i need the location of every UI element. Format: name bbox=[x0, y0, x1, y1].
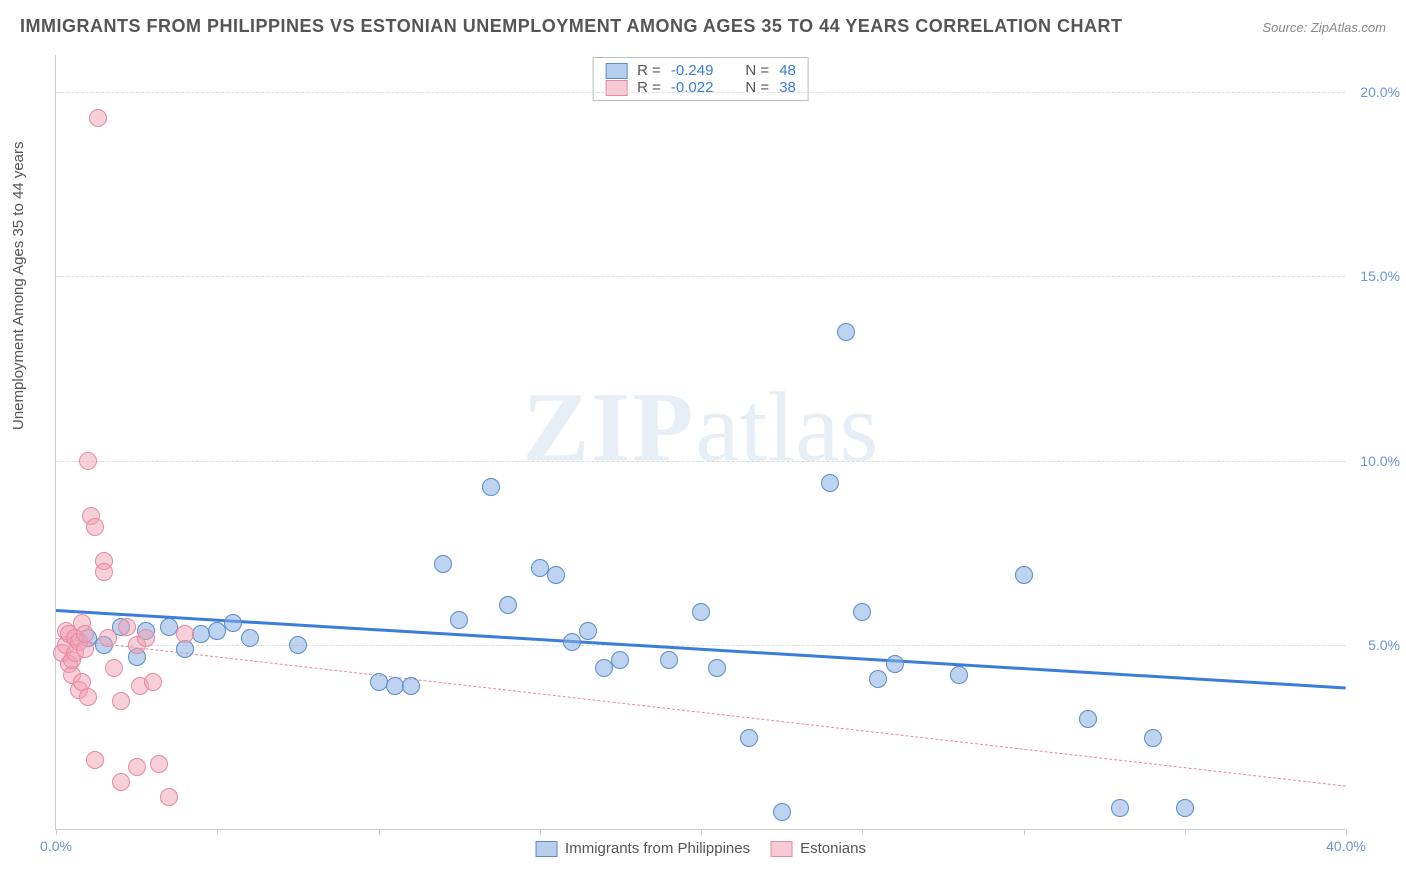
n-value: 48 bbox=[779, 62, 796, 79]
legend-label: Immigrants from Philippines bbox=[565, 840, 750, 857]
data-point bbox=[176, 625, 194, 643]
data-point bbox=[837, 323, 855, 341]
y-tick-label: 5.0% bbox=[1350, 637, 1400, 653]
gridline bbox=[56, 92, 1345, 93]
source-name: ZipAtlas.com bbox=[1311, 20, 1386, 35]
r-value: -0.249 bbox=[671, 62, 714, 79]
stats-legend: R = -0.249 N = 48 R = -0.022 N = 38 bbox=[592, 57, 809, 101]
data-point bbox=[740, 729, 758, 747]
data-point bbox=[137, 629, 155, 647]
r-value: -0.022 bbox=[671, 79, 714, 96]
data-point bbox=[150, 755, 168, 773]
data-point bbox=[434, 555, 452, 573]
chart-title: IMMIGRANTS FROM PHILIPPINES VS ESTONIAN … bbox=[20, 16, 1122, 37]
plot-area: ZIPatlas R = -0.249 N = 48 R = -0.022 N = 3… bbox=[55, 55, 1345, 830]
x-tick bbox=[379, 829, 380, 835]
legend-item: Estonians bbox=[770, 840, 866, 857]
x-tick bbox=[56, 829, 57, 835]
data-point bbox=[547, 566, 565, 584]
data-point bbox=[1111, 799, 1129, 817]
chart-container: IMMIGRANTS FROM PHILIPPINES VS ESTONIAN … bbox=[0, 0, 1406, 892]
x-tick bbox=[701, 829, 702, 835]
data-point bbox=[563, 633, 581, 651]
r-label: R = bbox=[637, 62, 661, 79]
legend-swatch bbox=[770, 841, 792, 857]
source-label: Source: bbox=[1262, 20, 1310, 35]
data-point bbox=[1176, 799, 1194, 817]
stats-row: R = -0.249 N = 48 bbox=[605, 62, 796, 79]
x-tick-label: 0.0% bbox=[40, 838, 72, 854]
data-point bbox=[160, 788, 178, 806]
data-point bbox=[611, 651, 629, 669]
data-point bbox=[224, 614, 242, 632]
data-point bbox=[112, 773, 130, 791]
data-point bbox=[821, 474, 839, 492]
data-point bbox=[105, 659, 123, 677]
y-tick-label: 15.0% bbox=[1350, 268, 1400, 284]
data-point bbox=[499, 596, 517, 614]
data-point bbox=[1079, 710, 1097, 728]
y-axis-title: Unemployment Among Ages 35 to 44 years bbox=[10, 141, 27, 430]
data-point bbox=[86, 751, 104, 769]
data-point bbox=[1144, 729, 1162, 747]
data-point bbox=[773, 803, 791, 821]
gridline bbox=[56, 276, 1345, 277]
data-point bbox=[708, 659, 726, 677]
x-tick bbox=[1024, 829, 1025, 835]
y-tick-label: 10.0% bbox=[1350, 453, 1400, 469]
watermark-bold: ZIP bbox=[523, 371, 696, 482]
data-point bbox=[95, 563, 113, 581]
data-point bbox=[76, 625, 94, 643]
data-point bbox=[660, 651, 678, 669]
legend-swatch bbox=[605, 80, 627, 96]
watermark: ZIPatlas bbox=[523, 369, 879, 484]
data-point bbox=[241, 629, 259, 647]
legend-swatch bbox=[535, 841, 557, 857]
data-point bbox=[886, 655, 904, 673]
x-tick bbox=[217, 829, 218, 835]
data-point bbox=[89, 109, 107, 127]
data-point bbox=[482, 478, 500, 496]
y-tick-label: 20.0% bbox=[1350, 84, 1400, 100]
data-point bbox=[144, 673, 162, 691]
data-point bbox=[692, 603, 710, 621]
watermark-rest: atlas bbox=[695, 371, 878, 482]
stats-row: R = -0.022 N = 38 bbox=[605, 79, 796, 96]
x-tick-label: 40.0% bbox=[1326, 838, 1366, 854]
data-point bbox=[950, 666, 968, 684]
data-point bbox=[99, 629, 117, 647]
data-point bbox=[853, 603, 871, 621]
data-point bbox=[402, 677, 420, 695]
data-point bbox=[579, 622, 597, 640]
x-tick bbox=[1346, 829, 1347, 835]
x-tick bbox=[1185, 829, 1186, 835]
legend-item: Immigrants from Philippines bbox=[535, 840, 750, 857]
legend-label: Estonians bbox=[800, 840, 866, 857]
trend-line bbox=[56, 638, 1346, 787]
series-legend: Immigrants from Philippines Estonians bbox=[535, 840, 866, 857]
n-label: N = bbox=[745, 62, 769, 79]
data-point bbox=[118, 618, 136, 636]
data-point bbox=[128, 758, 146, 776]
n-value: 38 bbox=[779, 79, 796, 96]
source-credit: Source: ZipAtlas.com bbox=[1262, 20, 1386, 35]
data-point bbox=[79, 452, 97, 470]
x-tick bbox=[540, 829, 541, 835]
n-label: N = bbox=[745, 79, 769, 96]
x-tick bbox=[862, 829, 863, 835]
data-point bbox=[869, 670, 887, 688]
r-label: R = bbox=[637, 79, 661, 96]
data-point bbox=[289, 636, 307, 654]
data-point bbox=[79, 688, 97, 706]
data-point bbox=[112, 692, 130, 710]
legend-swatch bbox=[605, 63, 627, 79]
data-point bbox=[450, 611, 468, 629]
gridline bbox=[56, 461, 1345, 462]
data-point bbox=[1015, 566, 1033, 584]
data-point bbox=[370, 673, 388, 691]
data-point bbox=[86, 518, 104, 536]
